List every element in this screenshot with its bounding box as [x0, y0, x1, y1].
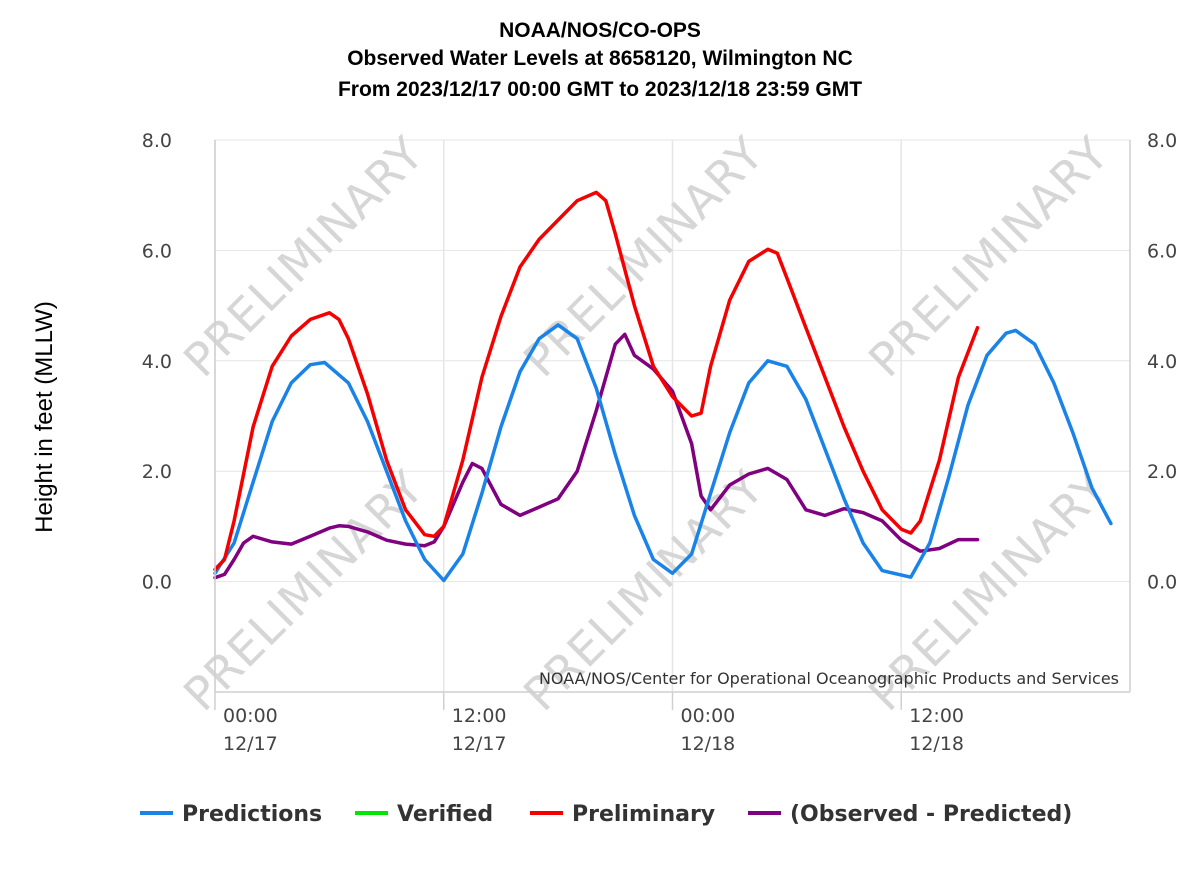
y-tick-label-left: 2.0	[142, 461, 172, 483]
y-tick-label-right: 8.0	[1147, 130, 1177, 152]
y-tick-label-left: 0.0	[142, 572, 172, 594]
legend-label-1: Verified	[397, 802, 493, 827]
credit-text: NOAA/NOS/Center for Operational Oceanogr…	[539, 669, 1119, 688]
x-tick-label-date: 12/18	[909, 733, 964, 755]
legend: Predictions Verified Preliminary (Observed …	[140, 802, 1072, 827]
watermark: PRELIMINARY PRELIMINARY PRELIMINARY PRELIMI…	[173, 126, 1119, 721]
legend-label-0: Predictions	[182, 802, 322, 827]
legend-label-3: (Observed - Predicted)	[790, 802, 1072, 827]
x-tick-label-time: 00:00	[223, 705, 278, 727]
series-line-2	[213, 190, 980, 572]
x-tick-label-time: 12:00	[452, 705, 507, 727]
series-line-0	[213, 323, 1113, 583]
x-tick-label-date: 12/17	[452, 733, 507, 755]
y-axis-label: Height in feet (MLLW)	[31, 301, 58, 533]
series-line-3	[213, 332, 980, 580]
y-tick-label-left: 8.0	[142, 130, 172, 152]
watermark-text: PRELIMINARY	[173, 126, 434, 387]
watermark-text: PRELIMINARY	[513, 126, 774, 387]
watermark-text: PRELIMINARY	[173, 460, 434, 721]
y-tick-label-left: 4.0	[142, 351, 172, 373]
plot-series	[213, 190, 1113, 583]
watermark-text: PRELIMINARY	[858, 126, 1119, 387]
axes: 0.0 0.0 2.0 2.0 4.0 4.0 6.0 6.0 8.0 8.0 00:00 12/17…	[142, 130, 1177, 755]
x-tick-label-time: 00:00	[681, 705, 736, 727]
x-tick-label-date: 12/17	[223, 733, 278, 755]
chart-title-line-3: From 2023/12/17 00:00 GMT to 2023/12/18 …	[338, 78, 862, 101]
y-tick-label-right: 6.0	[1147, 240, 1177, 262]
x-tick-label-date: 12/18	[681, 733, 736, 755]
chart-title-line-1: NOAA/NOS/CO-OPS	[499, 19, 701, 42]
chart-title-line-2: Observed Water Levels at 8658120, Wilmin…	[347, 47, 853, 70]
x-tick-label-time: 12:00	[909, 705, 964, 727]
legend-label-2: Preliminary	[572, 802, 715, 827]
y-tick-label-right: 0.0	[1147, 572, 1177, 594]
y-tick-label-left: 6.0	[142, 240, 172, 262]
y-tick-label-right: 2.0	[1147, 461, 1177, 483]
y-tick-label-right: 4.0	[1147, 351, 1177, 373]
